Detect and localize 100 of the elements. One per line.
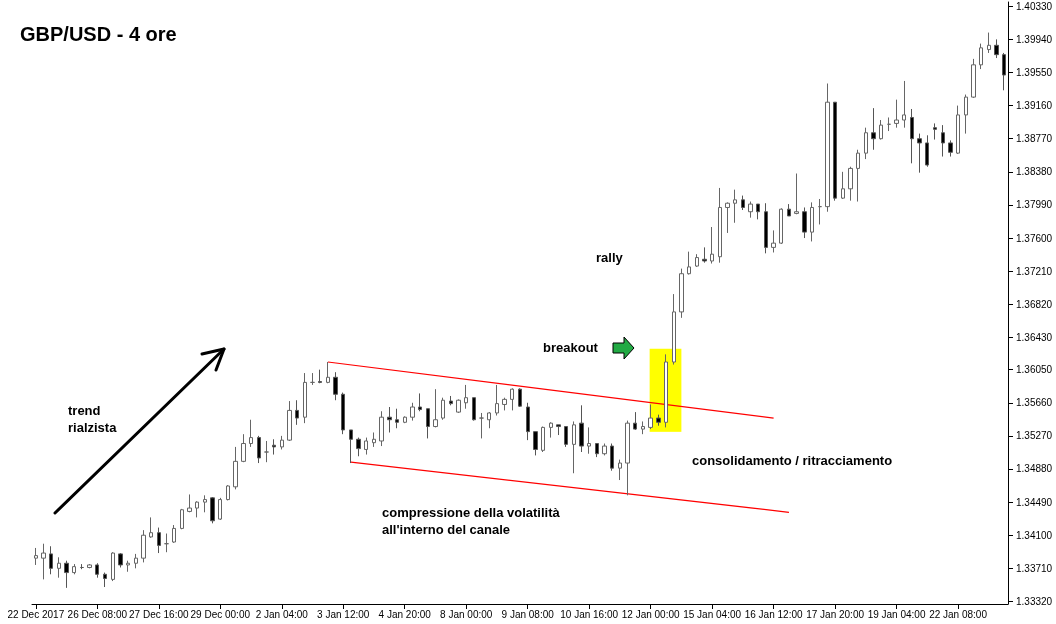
candlestick [695, 253, 699, 268]
candlestick [172, 524, 176, 544]
candlestick [779, 207, 783, 245]
candlestick [502, 397, 507, 411]
candlestick [579, 404, 584, 453]
candlestick [287, 400, 292, 442]
candlestick [641, 420, 645, 435]
candlestick [111, 551, 115, 582]
candlestick [479, 412, 484, 439]
candlestick [564, 426, 568, 448]
candlestick [426, 408, 430, 439]
candlestick [687, 251, 691, 276]
annotation: rally [596, 249, 624, 266]
candlestick [894, 99, 899, 129]
y-tick-label: 1.40330 [1016, 0, 1053, 12]
candlestick [556, 424, 561, 436]
candlestick [226, 484, 230, 501]
candlestick [272, 438, 276, 456]
text: GBP/USD - 4 ore [20, 23, 177, 46]
x-tick-label: 8 Jan 00:00 [440, 608, 493, 620]
candlestick [879, 119, 883, 141]
candlestick [864, 127, 868, 160]
candlestick [656, 414, 661, 427]
candlestick [633, 411, 637, 431]
y-tick-label: 1.39940 [1016, 33, 1053, 45]
candlestick [464, 384, 468, 410]
candlestick [549, 421, 553, 439]
candlestick [971, 58, 976, 99]
y-tick-label: 1.35660 [1016, 397, 1053, 409]
x-tick-label: 16 Jan 12:00 [744, 608, 803, 620]
candlestick [141, 529, 146, 563]
candlestick [280, 435, 284, 450]
candlestick [771, 229, 776, 253]
candlestick [410, 402, 415, 422]
candlestick [841, 171, 845, 200]
candlestick [848, 166, 853, 202]
candlestick [733, 189, 737, 224]
candlestick [318, 369, 322, 384]
annotation: consolidamento / ritracciamento [692, 452, 894, 469]
candlestick [648, 403, 653, 430]
candlestick [871, 107, 876, 151]
candlestick [72, 563, 76, 575]
candlestick [748, 201, 753, 219]
y-tick-label: 1.34100 [1016, 529, 1053, 541]
candlestick [364, 437, 368, 456]
candlestick [756, 203, 760, 220]
annotation: trend rialzista [68, 402, 118, 436]
candlestick [356, 437, 361, 457]
candlestick [1002, 52, 1006, 91]
candlestick [233, 446, 238, 490]
candlestick [433, 388, 438, 428]
candlestick [134, 553, 138, 569]
candlestick [195, 500, 199, 518]
candlestick [203, 494, 207, 513]
candlestick [295, 399, 299, 426]
candlestick [210, 496, 215, 524]
candlestick [34, 547, 38, 566]
y-tick-label: 1.38770 [1016, 133, 1053, 145]
candlestick [333, 371, 338, 401]
x-tick-label: 10 Jan 16:00 [560, 608, 619, 620]
candlestick [403, 415, 407, 424]
candlestick [49, 545, 53, 575]
candlestick [764, 202, 768, 254]
candlestick [149, 516, 153, 539]
candlestick [187, 493, 192, 513]
candlestick [518, 387, 522, 408]
x-tick-label: 15 Jan 04:00 [683, 608, 742, 620]
annotation: breakout [543, 339, 599, 356]
candlestick [257, 435, 261, 464]
candlestick [741, 195, 745, 211]
candlestick [379, 410, 384, 447]
y-tick-label: 1.34880 [1016, 463, 1053, 475]
y-tick-label: 1.39160 [1016, 100, 1053, 112]
candlestick [456, 398, 461, 414]
x-tick-label: 17 Jan 20:00 [806, 608, 865, 620]
candlestick [887, 116, 891, 132]
candlestick [395, 408, 399, 429]
candlestick [672, 293, 676, 366]
candlestick [595, 443, 599, 458]
candlestick [87, 563, 92, 569]
y-tick-label: 1.36050 [1016, 364, 1053, 376]
candlestick [157, 527, 161, 554]
candlestick [95, 562, 99, 579]
candlestick [472, 397, 476, 422]
candlestick [118, 552, 123, 568]
y-tick-label: 1.33320 [1016, 595, 1053, 607]
candlestick [103, 572, 107, 588]
y-tick-label: 1.36430 [1016, 331, 1053, 343]
candlestick [41, 543, 46, 580]
candlestick [541, 426, 545, 453]
candlestick [441, 397, 445, 421]
candlestick [510, 387, 514, 411]
candlestick [702, 246, 707, 264]
candlestick [264, 440, 269, 463]
candlestick [664, 353, 668, 428]
candlestick [979, 43, 983, 70]
candlestick [533, 431, 538, 456]
candlestick [572, 420, 576, 474]
y-tick-label: 1.37990 [1016, 199, 1053, 211]
candlestick [956, 105, 960, 155]
